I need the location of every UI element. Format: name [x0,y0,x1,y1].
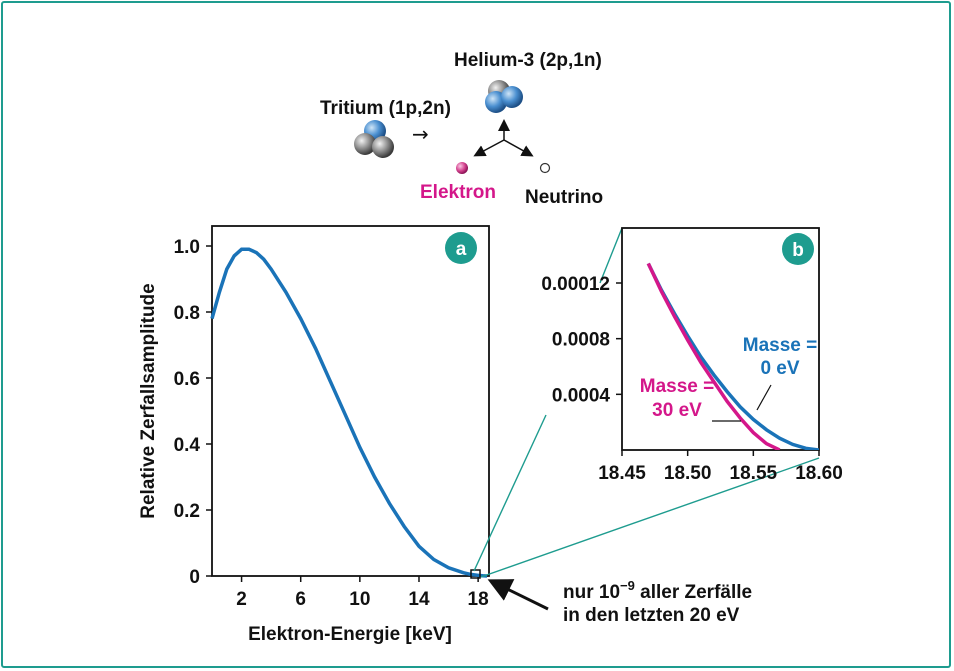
reaction-arrow-icon: → [412,122,429,146]
chart-b-x-tick-label: 18.55 [730,463,778,484]
chart-a-y-tick-label: 1.0 [174,237,200,258]
decay-diagram: Tritium (1p,2n) Helium-3 (2p,1n) → Elekt… [320,50,603,208]
chart-b-y-tick-label: 0.0004 [552,385,611,406]
chart-a-y-tick-label: 0.4 [174,435,201,456]
chart-a-frame [211,225,490,577]
legend-leaders [712,384,772,422]
legend-mass-30-line1: Masse = [640,376,714,397]
chart-a-x-axis-label: Elektron-Energie [keV] [248,624,452,645]
legend-mass-0-line2: 0 eV [760,358,799,379]
helium-nucleus-icon [485,80,523,113]
chart-b-y-ticks: 0.0004 0.0008 0.00012 [541,274,622,406]
chart-a-x-tick-label: 6 [295,589,306,610]
legend-mass-30-line2: 30 eV [652,400,702,421]
chart-b-y-tick-label: 0.00012 [541,274,610,295]
chart-a-y-axis-label: Relative Zerfallsamplitude [138,283,159,518]
chart-a-x-tick-label: 2 [236,589,247,610]
chart-a-series-line [210,247,488,578]
chart-a-y-tick-label: 0.2 [174,501,200,522]
electron-particle-icon [456,162,468,174]
chart-b-x-tick-label: 18.50 [664,463,712,484]
chart-b-x-tick-label: 18.60 [795,463,843,484]
chart-a-x-ticks: 2 6 10 14 18 [236,576,489,610]
chart-a-x-tick-label: 18 [468,589,489,610]
chart-b-x-ticks: 18.45 18.50 18.55 18.60 [598,450,843,484]
chart-a-x-tick-label: 10 [349,589,370,610]
badge-a-label: a [456,239,467,260]
chart-a-y-tick-label: 0 [189,567,200,588]
decay-arrows-icon [473,119,534,157]
chart-b-x-tick-label: 18.45 [598,463,646,484]
chart-a-y-ticks: 0 0.2 0.4 0.6 0.8 1.0 [174,237,212,588]
zoom-connectors [473,227,820,578]
badge-b [782,233,814,265]
badge-b-label: b [792,240,804,261]
chart-a-zoom-box [470,569,481,579]
badge-a [445,232,477,264]
chart-a: 0 0.2 0.4 0.6 0.8 1.0 2 6 10 14 18 Elektron-Energ… [138,225,490,645]
tritium-nucleus-icon [354,120,394,158]
annotation-line2: in den letzten 20 eV [563,605,740,626]
chart-a-y-tick-label: 0.8 [174,303,200,324]
chart-b-y-tick-label: 0.0008 [552,330,610,351]
legend-mass-0-line1: Masse = [743,335,817,356]
chart-b: 0.0004 0.0008 0.00012 18.45 18.50 18.55 18.60… [541,227,843,484]
annotation-arrow-icon [487,579,549,611]
chart-a-y-tick-label: 0.6 [174,369,200,390]
tritium-label: Tritium (1p,2n) [320,98,451,119]
chart-b-series-mass-30 [646,262,781,450]
helium-label: Helium-3 (2p,1n) [454,50,602,71]
chart-a-x-tick-label: 14 [408,589,430,610]
electron-label: Elektron [420,182,496,203]
neutrino-label: Neutrino [525,187,603,208]
annotation-line1: nur 10−9 aller Zerfälle [563,578,752,603]
neutrino-particle-icon [539,162,551,174]
chart-b-frame [621,227,820,451]
annotation: nur 10−9 aller Zerfälle in den letzten 2… [487,578,752,626]
